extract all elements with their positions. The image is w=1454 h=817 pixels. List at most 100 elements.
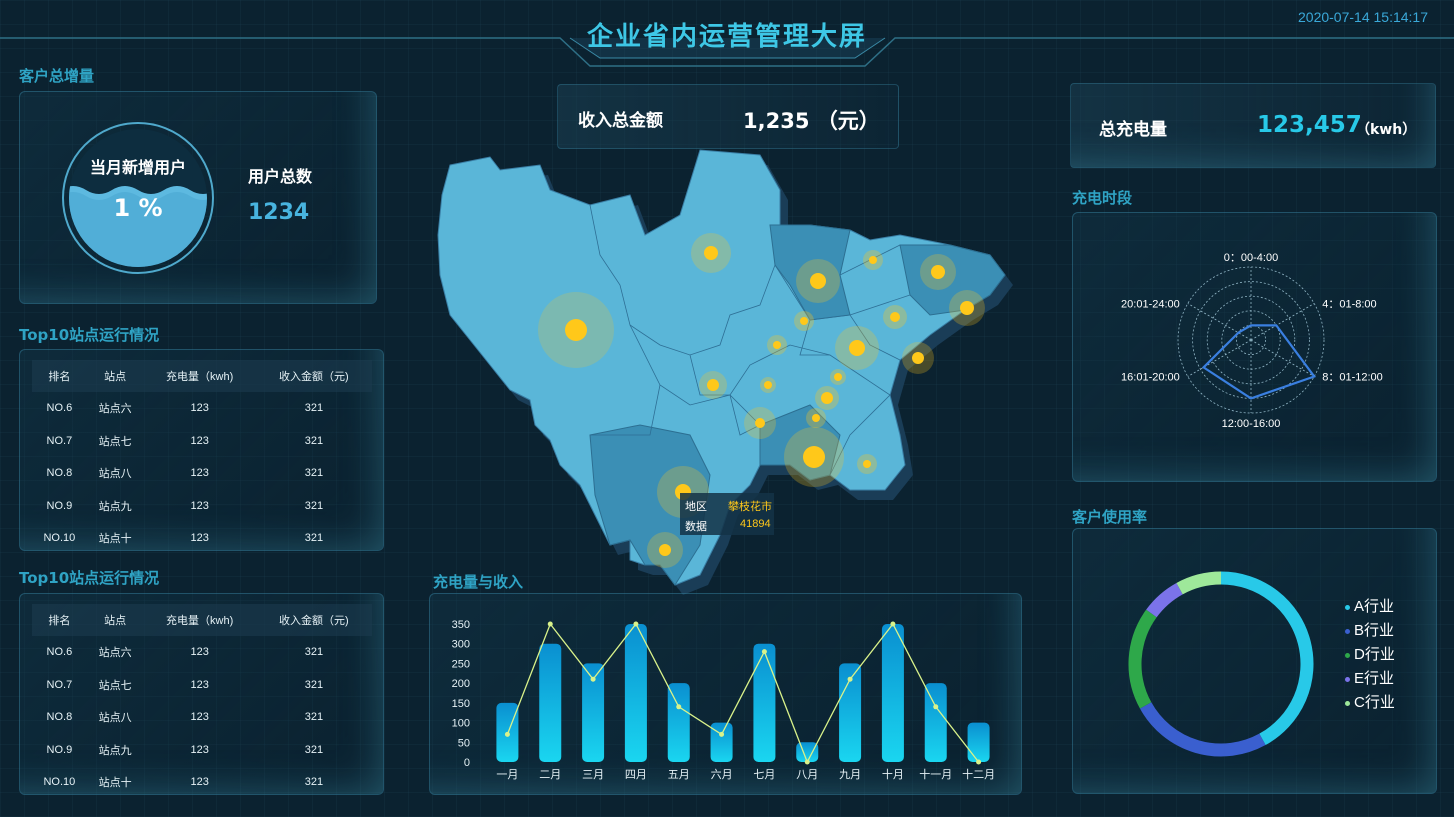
cell: 站点七 — [98, 435, 132, 448]
y-tick-label: 150 — [452, 698, 470, 710]
table-row[interactable]: NO.9 站点九 123 321 — [32, 734, 372, 767]
table-row[interactable]: NO.8 站点八 123 321 — [32, 701, 372, 734]
cell: NO.7 — [46, 434, 73, 447]
y-tick-label: 300 — [452, 639, 470, 651]
legend-item[interactable]: A行业 — [1345, 595, 1395, 619]
map-dot[interactable] — [902, 342, 934, 374]
charge-period-radar[interactable]: 0：00-4:00 4：01-8:00 8：01-12:00 12:00-16:00 1… — [1073, 213, 1436, 481]
x-tick-label: 一月 — [496, 769, 518, 781]
total-users-value: 1234 — [248, 200, 310, 225]
table-row[interactable]: NO.9 站点九 123 321 — [32, 490, 372, 523]
cell: NO.9 — [46, 743, 73, 756]
y-tick-label: 250 — [452, 658, 470, 670]
province-map[interactable] — [430, 145, 1030, 605]
map-dot[interactable] — [699, 371, 727, 399]
map-dot[interactable] — [857, 454, 877, 474]
cell: 站点九 — [98, 500, 132, 513]
tooltip-region-label: 地区 — [685, 501, 707, 513]
map-dot[interactable] — [744, 407, 776, 439]
map-dot[interactable] — [920, 254, 956, 290]
map-dot[interactable] — [796, 259, 840, 303]
chart-title-usage-rate: 客户使用率 — [1072, 508, 1148, 526]
table-row[interactable]: NO.6 站点六 123 321 — [32, 636, 372, 669]
radar-ring — [1177, 266, 1325, 414]
table-row[interactable]: NO.7 站点七 123 321 — [32, 425, 372, 458]
cell: 123 — [190, 776, 209, 789]
map-dot[interactable] — [883, 305, 907, 329]
y-tick-label: 200 — [452, 678, 470, 690]
section-title-top10-a: Top10站点运行情况 — [19, 326, 160, 344]
map-dot[interactable] — [863, 250, 883, 270]
header-bar: 企业省内运营管理大屏 — [0, 0, 1454, 70]
map-dot[interactable] — [767, 335, 787, 355]
charge-income-panel: 0 50 100 150 200 250 300 350 一月 二月 三月 四月 五月 六月 七月 八月 九月 十… — [429, 593, 1022, 795]
revenue-label: 收入总金额 — [578, 111, 663, 131]
map-dot[interactable] — [691, 233, 731, 273]
map-dot[interactable] — [806, 408, 826, 428]
map-dot[interactable] — [538, 292, 614, 368]
map-dot[interactable] — [794, 311, 814, 331]
map-heat-dots — [538, 233, 985, 568]
y-tick-label: 350 — [452, 619, 470, 631]
radar-label: 0：00-4:00 — [1224, 252, 1278, 264]
top10-panel-a: 排名 站点 充电量（kwh) 收入金额（元) NO.6 站点六 123 321 NO.… — [19, 349, 384, 551]
x-tick-label: 六月 — [711, 768, 733, 781]
map-dot[interactable] — [949, 290, 985, 326]
map-tooltip: 地区 攀枝花市 数据 41894 — [680, 493, 774, 535]
cell: 321 — [304, 467, 324, 480]
map-dot[interactable] — [760, 377, 776, 393]
legend-item[interactable]: D行业 — [1345, 643, 1395, 667]
usage-rate-panel: A行业 B行业 D行业 E行业 C行业 — [1072, 528, 1437, 794]
table-row[interactable]: NO.7 站点七 123 321 — [32, 669, 372, 702]
legend-item[interactable]: B行业 — [1345, 619, 1395, 643]
x-tick-label: 八月 — [796, 769, 818, 781]
legend-dot — [1345, 604, 1350, 610]
x-tick-label: 二月 — [539, 769, 561, 781]
bar — [924, 683, 947, 762]
charge-income-chart[interactable]: 0 50 100 150 200 250 300 350 一月 二月 三月 四月 五月 六月 七月 八月 九月 十… — [430, 594, 1021, 794]
cell: 321 — [304, 776, 324, 789]
cell: 321 — [304, 743, 324, 756]
map-dot[interactable] — [815, 386, 839, 410]
table-header-row: 排名 站点 充电量（kwh) 收入金额（元) — [32, 604, 372, 636]
charge-total-label: 总充电量 — [1099, 120, 1167, 140]
top10-panel-b: 排名 站点 充电量（kwh) 收入金额（元) NO.6 站点六 123 321 NO.… — [19, 593, 384, 795]
bar — [967, 722, 990, 762]
cell: NO.10 — [43, 532, 76, 545]
bar — [796, 742, 819, 762]
legend-label: B行业 — [1354, 622, 1395, 639]
x-tick-label: 九月 — [839, 768, 861, 781]
usage-rate-donut[interactable] — [1073, 529, 1436, 793]
legend-item[interactable]: C行业 — [1345, 691, 1395, 715]
map-dot[interactable] — [784, 427, 844, 487]
cell: 123 — [190, 499, 209, 512]
cell: NO.9 — [46, 499, 73, 512]
section-title-top10-b: Top10站点运行情况 — [19, 569, 160, 587]
gauge-value: 1 % — [113, 194, 163, 222]
map-dot[interactable] — [647, 532, 683, 568]
table-row[interactable]: NO.8 站点八 123 321 — [32, 457, 372, 490]
table-row[interactable]: NO.6 站点六 123 321 — [32, 392, 372, 425]
bar — [839, 663, 862, 762]
cell: 123 — [190, 678, 209, 691]
gauge-label: 当月新增用户 — [89, 158, 186, 177]
radar-ring — [1192, 281, 1310, 399]
x-tick-label: 五月 — [668, 769, 690, 781]
col-station: 站点 — [86, 604, 144, 636]
top10-table-b: 排名 站点 充电量（kwh) 收入金额（元) NO.6 站点六 123 321 NO.… — [32, 604, 372, 799]
table-row[interactable]: NO.10 站点十 123 321 — [32, 522, 372, 555]
cell: 站点六 — [98, 647, 132, 660]
radar-axis — [1250, 303, 1315, 341]
map-dot[interactable] — [835, 326, 879, 370]
water-gauge — [62, 122, 214, 274]
radar-axis — [1250, 339, 1315, 377]
legend-item[interactable]: E行业 — [1345, 667, 1395, 691]
x-tick-label: 十一月 — [919, 767, 952, 781]
cell: 123 — [190, 743, 209, 756]
map-province-outline — [437, 149, 1006, 586]
x-tick-label: 四月 — [625, 769, 647, 781]
x-tick-label: 十二月 — [962, 767, 995, 781]
table-row[interactable]: NO.10 站点十 123 321 — [32, 766, 372, 799]
map-dot[interactable] — [830, 369, 846, 385]
tooltip-data-value: 41894 — [740, 518, 771, 530]
